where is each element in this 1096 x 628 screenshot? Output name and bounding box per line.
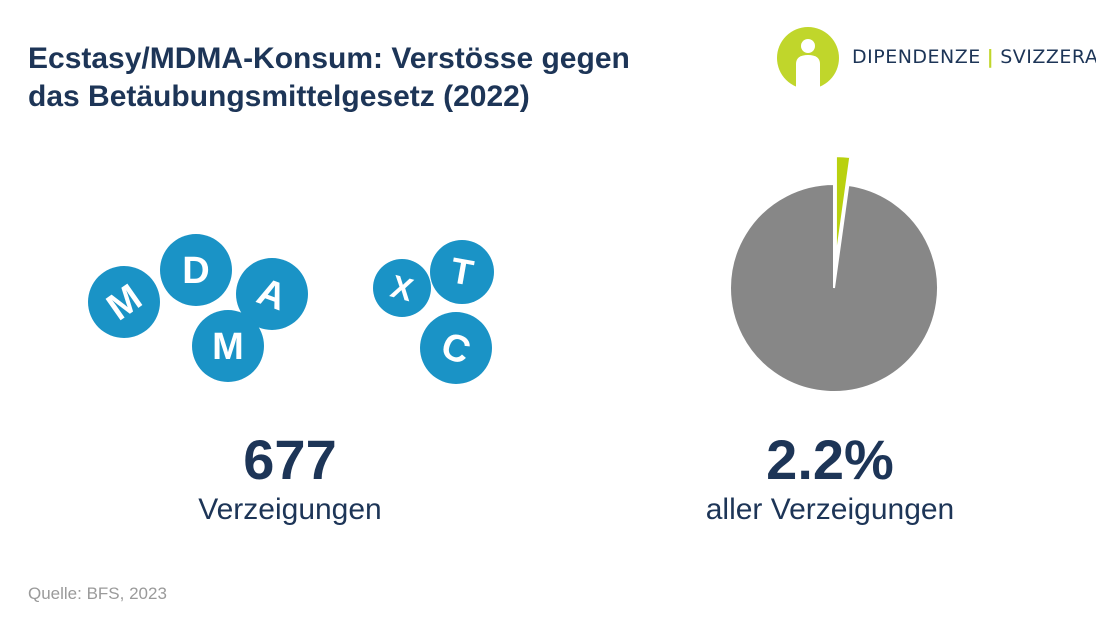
pill-m1: M (88, 266, 160, 338)
count-label: Verzeigungen (198, 493, 382, 526)
share-value: 2.2% (766, 428, 894, 491)
ecstasy-pills-illustration: M D A M X T C (88, 234, 494, 384)
pill-x: X (373, 259, 431, 317)
logo-mark-icon (777, 27, 839, 90)
logo-wordmark: DIPENDENZE | SVIZZERA (852, 46, 1096, 68)
pill-t: T (430, 240, 494, 304)
logo-separator: | (986, 46, 995, 68)
share-stat: 2.2% aller Verzeigungen (660, 428, 1000, 528)
source-note: Quelle: BFS, 2023 (28, 584, 167, 603)
chart-title: Ecstasy/MDMA-Konsum: Verstösse gegen das… (28, 40, 768, 116)
logo-name-right: SVIZZERA (1000, 46, 1096, 68)
pill-a: A (236, 258, 308, 330)
share-pie-chart (729, 155, 939, 393)
logo-name-left: DIPENDENZE (852, 46, 981, 68)
count-stat: 677 Verzeigungen (140, 428, 440, 528)
share-label: aller Verzeigungen (705, 493, 955, 526)
pill-letter: D (182, 250, 209, 292)
pill-c: C (420, 312, 492, 384)
count-value: 677 (243, 428, 337, 491)
title-line-1: Ecstasy/MDMA-Konsum: Verstösse gegen (28, 42, 630, 75)
pill-letter: M (212, 326, 244, 368)
pie-slice-rest (729, 182, 939, 393)
pill-m2: M (192, 310, 264, 382)
pill-d: D (160, 234, 232, 306)
title-line-2: das Betäubungsmittelgesetz (2022) (28, 80, 530, 113)
pie-slice-highlight (834, 155, 852, 261)
dipendenze-logo: DIPENDENZE | SVIZZERA (776, 26, 1096, 90)
